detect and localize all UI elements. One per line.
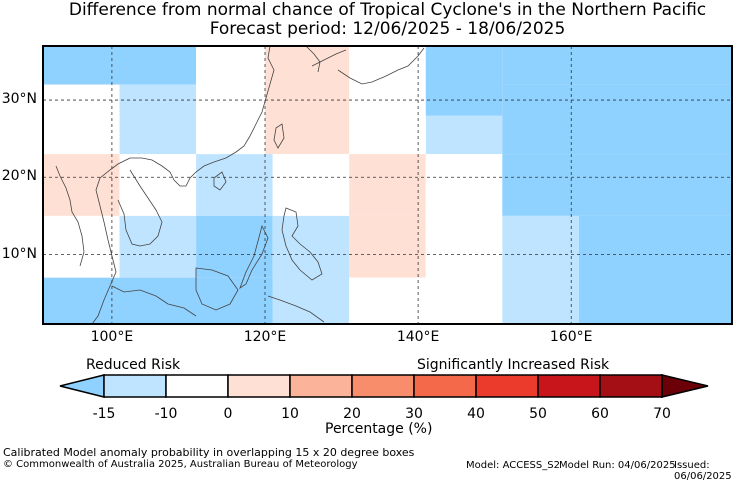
colorbar-extension [661,374,709,398]
colorbar-segment [475,374,539,398]
grid-cell [349,277,426,324]
colorbar-segment [165,374,229,398]
colorbar-tick-label: 40 [467,406,485,422]
colorbar-tick-label: -10 [154,406,178,422]
grid-cell [425,46,503,116]
lat-tick-label: 20°N [1,168,37,185]
grid-cell [425,215,503,324]
colorbar-label-left: Reduced Risk [86,357,181,373]
footer-copyright: © Commonwealth of Australia 2025, Austra… [3,459,358,470]
grid-cell [119,154,197,216]
colorbar-axis-label: Percentage (%) [325,421,433,437]
grid-cell [425,115,503,155]
lat-tick-label: 10°N [1,245,37,262]
colorbar-segment [351,374,415,398]
coastline [55,45,425,325]
lat-tick-label: 30°N [1,91,37,108]
colorbar-tick-label: 20 [343,406,361,422]
grid-cell [502,46,732,85]
colorbar-tick-label: 50 [529,406,547,422]
grid-cell [502,84,732,155]
lon-tick-label: 100°E [90,329,134,345]
grid-cell [196,154,273,216]
grid-cell [502,154,732,216]
footer-description: Calibrated Model anomaly probability in … [3,446,415,459]
map-frame [42,45,733,325]
grid-cell [43,115,120,155]
chart-title-line2: Forecast period: 12/06/2025 - 18/06/2025 [209,19,566,39]
grid-cell [425,154,503,216]
colorbar [59,374,709,398]
footer-issued: Issued: 06/06/2025 [674,460,732,482]
probability-grid [43,46,732,324]
grid-cell [349,154,426,216]
grid-cell [272,154,350,216]
grid-cell [349,215,426,278]
grid-cell [119,215,197,278]
grid-cell [43,46,197,85]
grid-cell [349,115,426,155]
grid-cell [43,277,273,324]
grid-cell [196,215,273,278]
grid-cell [43,215,120,278]
grid-cell [196,115,266,155]
graticule [43,46,732,324]
colorbar-tick-label: 70 [653,406,671,422]
grid-cell [578,215,732,324]
colorbar-tick-label: 60 [591,406,609,422]
colorbar-segment [103,374,167,398]
colorbar-extension [59,374,105,398]
grid-cell [196,46,266,116]
chart-title-line1: Difference from normal chance of Tropica… [68,0,707,20]
colorbar-tick-label: 0 [223,406,233,422]
colorbar-segment [289,374,353,398]
colorbar-segment [599,374,663,398]
grid-cell [349,46,426,116]
lon-tick-label: 160°E [549,329,593,345]
grid-cell [502,215,579,324]
colorbar-segment [537,374,601,398]
colorbar-segment [413,374,477,398]
lon-tick-label: 140°E [396,329,440,345]
grid-cell [272,215,350,324]
footer-model: Model: ACCESS_S2 [466,460,560,471]
grid-cell [265,46,350,116]
map-canvas [42,45,733,398]
footer-model-run: Model Run: 04/06/2025 [559,460,676,471]
grid-cell [265,115,350,155]
colorbar-tick-label: 30 [405,406,423,422]
grid-cell [43,154,120,216]
grid-cell [119,115,197,155]
colorbar-tick-label: 10 [281,406,299,422]
lon-tick-label: 120°E [243,329,287,345]
colorbar-tick-label: -15 [92,406,116,422]
colorbar-label-right: Significantly Increased Risk [417,357,610,373]
colorbar-segment [227,374,291,398]
